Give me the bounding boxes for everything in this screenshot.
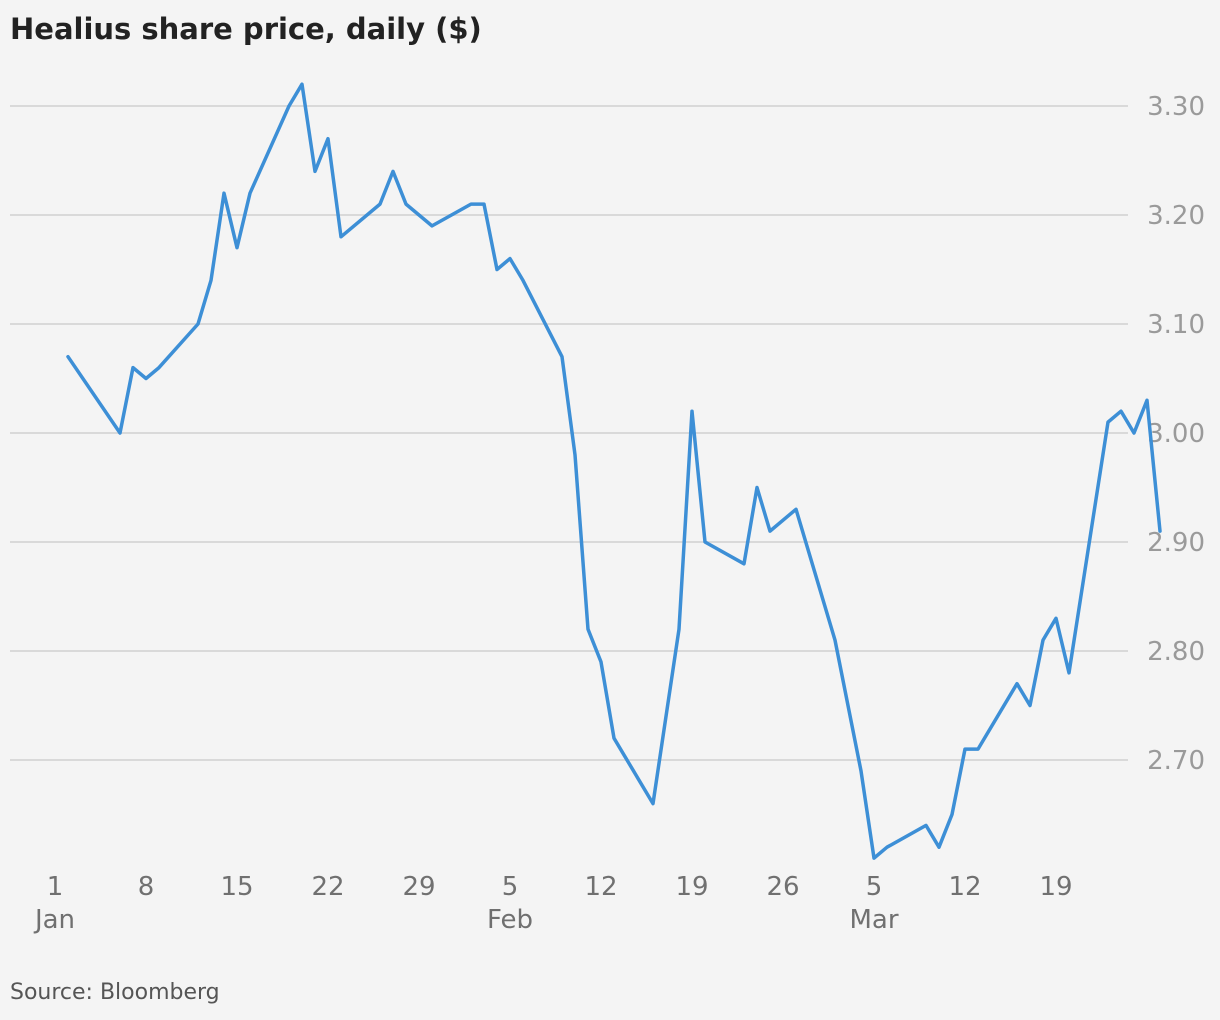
chart-title: Healius share price, daily ($) xyxy=(10,12,482,46)
x-tick-label: 12 xyxy=(948,872,981,902)
x-tick-label: 12 xyxy=(584,872,617,902)
x-tick-label: 8 xyxy=(138,872,155,902)
x-tick-label: 5 xyxy=(502,872,519,902)
y-tick-label: 2.80 xyxy=(1147,637,1205,667)
source-note: Source: Bloomberg xyxy=(10,980,220,1005)
x-tick-label: 19 xyxy=(1039,872,1072,902)
x-tick-label: 19 xyxy=(675,872,708,902)
y-tick-label: 3.10 xyxy=(1147,310,1205,340)
x-tick-label: 15 xyxy=(220,872,253,902)
y-tick-label: 2.90 xyxy=(1147,528,1205,558)
y-tick-label: 3.00 xyxy=(1147,419,1205,449)
x-tick-label: 26 xyxy=(766,872,799,902)
x-tick-label: 29 xyxy=(402,872,435,902)
x-tick-month-label: Feb xyxy=(487,905,533,935)
x-tick-label: 5 xyxy=(866,872,883,902)
series-line xyxy=(66,82,1162,860)
y-tick-label: 2.70 xyxy=(1147,746,1205,776)
x-tick-label: 1 xyxy=(47,872,64,902)
y-tick-label: 3.20 xyxy=(1147,201,1205,231)
x-tick-label: 22 xyxy=(311,872,344,902)
y-tick-label: 3.30 xyxy=(1147,92,1205,122)
x-tick-month-label: Mar xyxy=(849,905,898,935)
x-tick-month-label: Jan xyxy=(33,905,75,935)
